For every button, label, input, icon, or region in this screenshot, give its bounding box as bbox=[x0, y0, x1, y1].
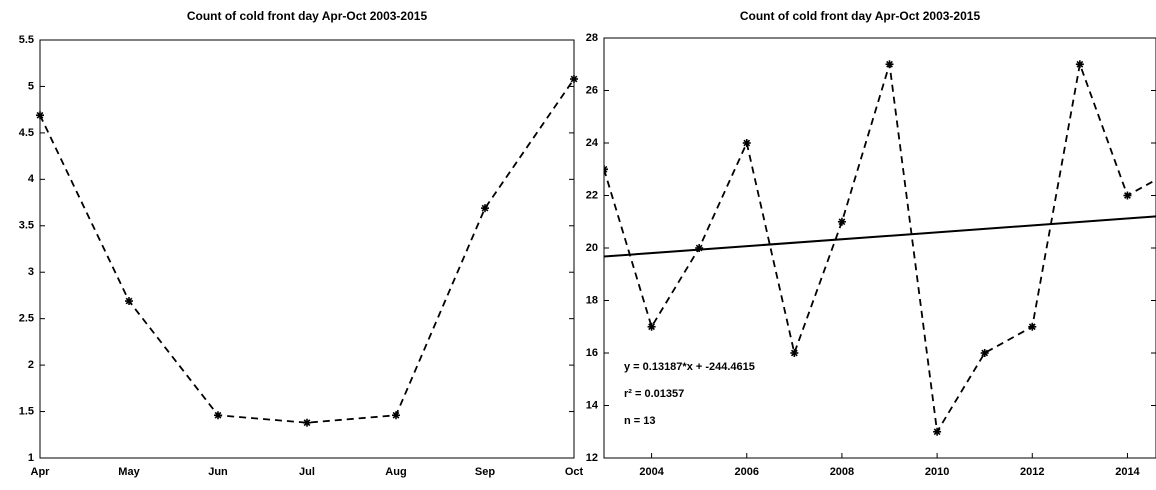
y-tick-label: 14 bbox=[586, 399, 599, 411]
marker-stroke bbox=[604, 168, 608, 173]
y-tick-label: 2 bbox=[28, 359, 34, 371]
chart-title: Count of cold front day Apr-Oct 2003-201… bbox=[740, 9, 981, 23]
y-tick-label: 16 bbox=[586, 347, 598, 359]
marker-stroke bbox=[125, 297, 133, 305]
x-tick-label: 2004 bbox=[639, 466, 664, 478]
marker bbox=[933, 427, 942, 436]
trend-line bbox=[604, 215, 1156, 258]
marker bbox=[125, 297, 133, 306]
marker-stroke bbox=[933, 428, 941, 436]
x-tick-label: 2012 bbox=[1020, 466, 1044, 478]
axes-box bbox=[39, 39, 575, 459]
marker bbox=[481, 204, 489, 213]
y-tick-label: 2.5 bbox=[19, 313, 34, 325]
marker-stroke bbox=[981, 349, 989, 357]
marker bbox=[303, 418, 311, 427]
marker-stroke bbox=[303, 419, 311, 427]
y-tick-label: 20 bbox=[586, 242, 598, 254]
y-tick-label: 1 bbox=[28, 452, 34, 464]
annotation: r² = 0.01357 bbox=[624, 388, 684, 400]
marker bbox=[885, 60, 894, 69]
marker bbox=[604, 165, 608, 174]
y-tick-label: 12 bbox=[586, 452, 598, 464]
y-tick-label: 24 bbox=[586, 137, 599, 149]
marker-stroke bbox=[214, 411, 222, 419]
marker bbox=[1123, 191, 1132, 200]
x-tick-label: Apr bbox=[31, 466, 51, 478]
marker bbox=[790, 349, 799, 357]
y-tick-label: 28 bbox=[586, 32, 598, 44]
marker bbox=[695, 244, 704, 252]
marker bbox=[742, 139, 751, 147]
y-tick-label: 26 bbox=[586, 84, 598, 96]
x-tick-label: 2006 bbox=[735, 466, 759, 478]
y-tick-label: 1.5 bbox=[19, 405, 34, 417]
marker-stroke bbox=[604, 165, 608, 171]
x-tick-label: Jun bbox=[208, 466, 228, 478]
annotation: y = 0.13187*x + -244.4615 bbox=[624, 361, 755, 373]
x-tick-label: May bbox=[118, 466, 140, 478]
axes-box bbox=[603, 37, 1156, 459]
x-tick-label: Sep bbox=[475, 466, 495, 478]
marker bbox=[647, 322, 656, 331]
marker-stroke bbox=[838, 218, 846, 226]
data-line bbox=[604, 60, 1156, 435]
marker bbox=[837, 217, 846, 226]
plot bbox=[604, 60, 1156, 436]
y-tick-label: 18 bbox=[586, 294, 598, 306]
marker bbox=[214, 411, 222, 420]
marker-stroke bbox=[695, 244, 703, 252]
marker-stroke bbox=[648, 323, 655, 331]
y-tick-label: 5.5 bbox=[19, 34, 34, 46]
y-tick-label: 3.5 bbox=[19, 220, 34, 232]
data-line bbox=[39, 78, 575, 424]
marker-stroke bbox=[1076, 60, 1084, 68]
chart-title: Count of cold front day Apr-Oct 2003-201… bbox=[187, 9, 428, 23]
marker bbox=[392, 411, 400, 420]
marker-stroke bbox=[1028, 323, 1036, 331]
marker-stroke bbox=[790, 349, 798, 357]
marker bbox=[1028, 322, 1037, 331]
x-tick-label: 2014 bbox=[1115, 466, 1140, 478]
x-tick-label: 2008 bbox=[830, 466, 854, 478]
x-tick-label: Oct bbox=[565, 466, 584, 478]
marker-stroke bbox=[743, 139, 751, 147]
y-tick-label: 4.5 bbox=[19, 127, 34, 139]
marker-stroke bbox=[886, 60, 893, 68]
marker-stroke bbox=[481, 204, 489, 212]
x-tick-label: Aug bbox=[385, 466, 406, 478]
annotation: n = 13 bbox=[624, 415, 656, 427]
y-tick-label: 3 bbox=[28, 266, 34, 278]
marker bbox=[980, 349, 989, 357]
y-tick-label: 5 bbox=[28, 80, 34, 92]
y-tick-label: 22 bbox=[586, 189, 598, 201]
x-tick-label: Jul bbox=[299, 466, 315, 478]
marker bbox=[1075, 60, 1084, 69]
x-tick-label: 2010 bbox=[925, 466, 949, 478]
marker-stroke bbox=[392, 411, 400, 419]
marker-stroke bbox=[1124, 192, 1131, 199]
y-tick-label: 4 bbox=[28, 173, 35, 185]
plot bbox=[36, 75, 578, 427]
